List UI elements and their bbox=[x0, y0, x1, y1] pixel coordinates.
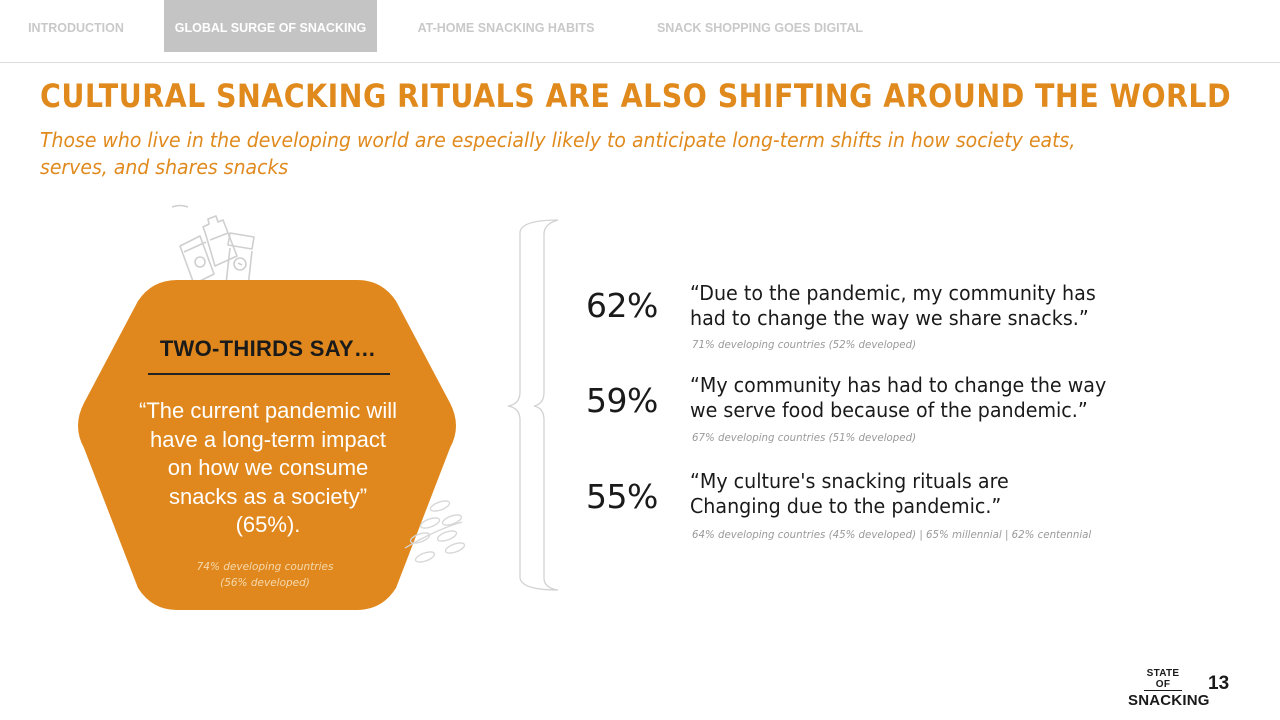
page-subtitle: Those who live in the developing world a… bbox=[40, 128, 1076, 179]
stat-note: 64% developing countries (45% developed)… bbox=[692, 528, 1092, 541]
hex-card-quote: “The current pandemic will have a long-t… bbox=[110, 397, 426, 540]
stat-quote-line: “My community has had to change the way bbox=[690, 373, 1107, 397]
stat-quote: “My community has had to change the way … bbox=[690, 373, 1192, 423]
tab-snack-shopping-goes-digital[interactable]: SNACK SHOPPING GOES DIGITAL bbox=[656, 21, 864, 35]
tab-introduction[interactable]: INTRODUCTION bbox=[28, 21, 124, 35]
nav-divider bbox=[0, 62, 1280, 63]
logo-top-text: STATE OF bbox=[1144, 668, 1182, 691]
page-number: 13 bbox=[1208, 673, 1230, 694]
hex-note-line: 74% developing countries bbox=[196, 561, 334, 573]
hex-quote-line: have a long-term impact bbox=[150, 426, 386, 452]
stat-quote-line: had to change the way we share snacks.” bbox=[690, 306, 1089, 330]
curly-brace-icon bbox=[507, 219, 559, 591]
hex-card-heading: TWO-THIRDS SAY… bbox=[159, 336, 377, 361]
top-nav: INTRODUCTION GLOBAL SURGE OF SNACKING AT… bbox=[0, 0, 1280, 52]
hex-quote-line: “The current pandemic will bbox=[139, 398, 397, 423]
hex-quote-line: snacks as a society” bbox=[168, 483, 368, 509]
stat-quote-line: Changing due to the pandemic.” bbox=[690, 494, 1002, 518]
stat-quote: “Due to the pandemic, my community has h… bbox=[690, 281, 1192, 331]
hex-quote-line: on how we consume bbox=[167, 455, 369, 480]
stat-quote: “My culture's snacking rituals are Chang… bbox=[690, 469, 1192, 519]
tab-at-home-snacking-habits[interactable]: AT-HOME SNACKING HABITS bbox=[417, 21, 595, 35]
snack-packages-icon bbox=[171, 204, 255, 288]
hex-note-line: (56% developed) bbox=[220, 577, 310, 589]
wheat-icon bbox=[404, 500, 466, 563]
hex-quote-line: (65%). bbox=[235, 512, 301, 537]
logo-bottom-text: SNACKING bbox=[1128, 692, 1210, 709]
hex-card bbox=[78, 280, 456, 610]
stat-quote-line: “Due to the pandemic, my community has bbox=[690, 281, 1096, 305]
stat-note: 67% developing countries (51% developed) bbox=[692, 431, 917, 444]
page-title: CULTURAL SNACKING RITUALS ARE ALSO SHIFT… bbox=[40, 77, 1232, 115]
hex-card-divider bbox=[148, 373, 390, 375]
stat-note: 71% developing countries (52% developed) bbox=[692, 338, 917, 351]
stat-percent: 55% bbox=[586, 477, 658, 516]
stat-percent: 62% bbox=[586, 286, 658, 325]
stat-percent: 59% bbox=[586, 381, 658, 420]
stat-quote-line: we serve food because of the pandemic.” bbox=[690, 398, 1088, 422]
tab-global-surge-of-snacking[interactable]: GLOBAL SURGE OF SNACKING bbox=[164, 0, 377, 52]
stat-quote-line: “My culture's snacking rituals are bbox=[690, 469, 1009, 493]
state-of-snacking-logo: STATE OF SNACKING bbox=[1128, 668, 1210, 709]
hex-card-note: 74% developing countries (56% developed) bbox=[165, 559, 365, 591]
